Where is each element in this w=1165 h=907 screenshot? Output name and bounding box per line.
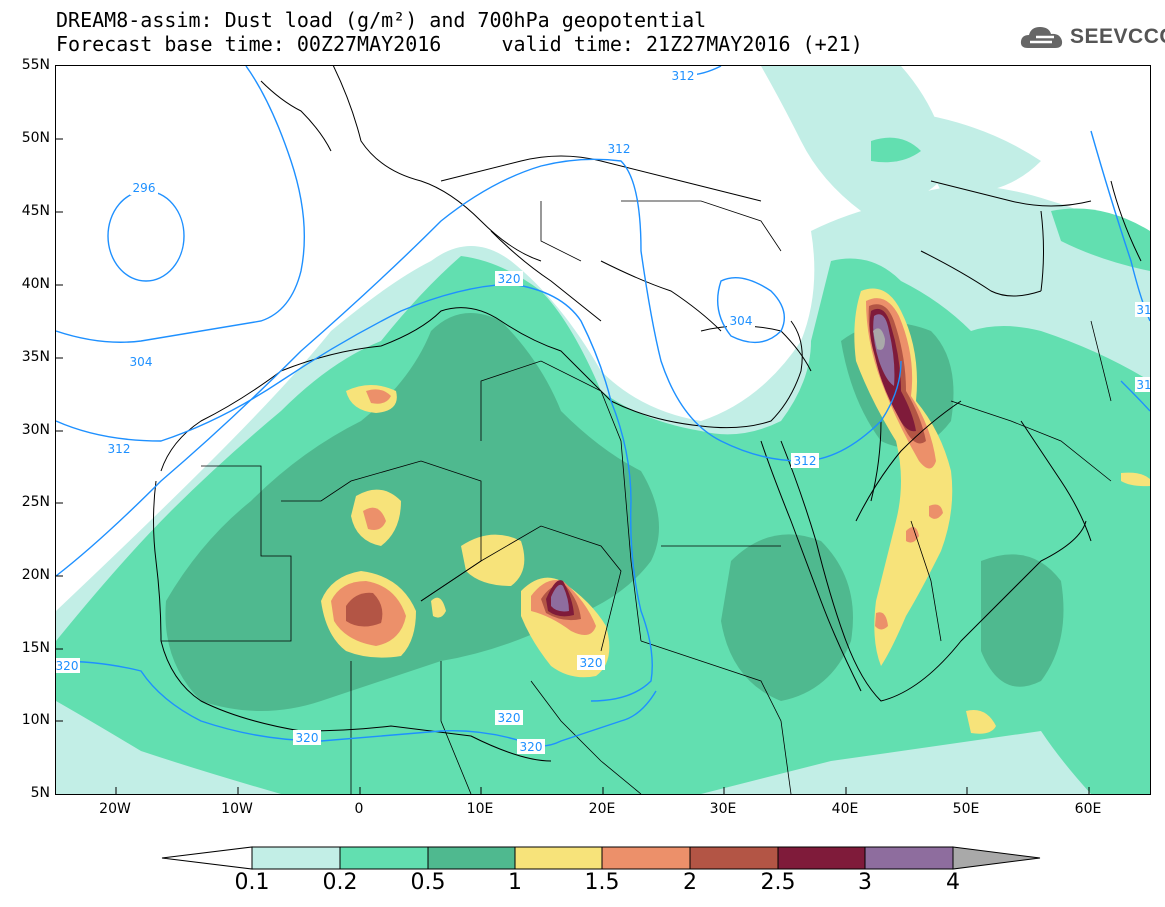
colorbar-swatch [339,846,429,870]
colorbar-swatch [777,846,866,870]
seevccc-logo: SEEVCCC [1018,22,1165,52]
geopotential-contours [56,66,1150,747]
lon-label-40e: 40E [831,801,859,817]
tick-marks [56,138,1090,794]
colorbar-arrow-right [952,846,1041,870]
lon-label-60e: 60E [1074,801,1102,817]
contour-label: 320 [520,740,543,754]
lon-label-10w: 10W [221,801,253,817]
contour-labels: 312 312 296 320 304 304 312 312 320 320 … [56,68,1150,754]
lat-label-55n: 55N [21,57,50,73]
contour-label: 320 [580,656,603,670]
lon-label-0: 0 [354,801,364,817]
map-area: 312 312 296 320 304 304 312 312 320 320 … [55,65,1151,795]
lat-label-15n: 15N [21,640,50,656]
contour-label: 31 [1136,303,1150,317]
lat-label-40n: 40N [21,276,50,292]
contour-label: 304 [130,355,153,369]
lon-label-20w: 20W [99,801,131,817]
colorbar-swatch [427,846,516,870]
lon-label-30e: 30E [709,801,737,817]
contour-label: 320 [56,659,78,673]
lat-label-30n: 30N [21,422,50,438]
lon-label-10e: 10E [466,801,494,817]
contour-label: 320 [498,272,521,286]
lat-label-45n: 45N [21,203,50,219]
coastlines [153,66,1142,762]
contour-label: 312 [794,454,817,468]
lat-label-10n: 10N [21,712,50,728]
lon-label-20e: 20E [588,801,616,817]
colorbar-swatch [689,846,779,870]
colorbar [161,846,1041,870]
colorbar-label: 1 [508,870,522,895]
contour-label: 312 [608,142,631,156]
colorbar-label: 2 [683,870,697,895]
contour-label: 320 [498,711,521,725]
colorbar-swatch [251,846,341,870]
colorbar-label: 1.5 [584,870,620,895]
colorbar-label: 0.1 [234,870,270,895]
map-subtitle: Forecast base time: 00Z27MAY2016 valid t… [56,32,863,56]
colorbar-label: 0.5 [410,870,446,895]
contour-label: 312 [672,69,695,83]
colorbar-label: 3 [858,870,872,895]
map-title: DREAM8-assim: Dust load (g/m²) and 700hP… [56,8,707,32]
lat-label-20n: 20N [21,567,50,583]
contour-label: 320 [296,731,319,745]
colorbar-swatch [601,846,691,870]
country-borders [161,200,1112,794]
colorbar-swatch [864,846,954,870]
colorbar-swatch [514,846,603,870]
lat-label-50n: 50N [21,130,50,146]
colorbar-label: 4 [946,870,960,895]
lat-label-5n: 5N [30,785,50,801]
lat-label-25n: 25N [21,494,50,510]
colorbar-arrow-left [161,846,253,870]
lat-label-35n: 35N [21,349,50,365]
contour-label: 304 [730,314,753,328]
dust-map: 312 312 296 320 304 304 312 312 320 320 … [56,66,1150,794]
contour-label: 296 [133,181,156,195]
dust-layer-4 [873,328,885,350]
colorbar-label: 2.5 [760,870,796,895]
contour-label: 31 [1136,378,1150,392]
logo-text: SEEVCCC [1070,25,1165,48]
contour-label: 312 [108,442,131,456]
colorbar-label: 0.2 [322,870,358,895]
lon-label-50e: 50E [952,801,980,817]
cloud-icon [1020,27,1063,48]
